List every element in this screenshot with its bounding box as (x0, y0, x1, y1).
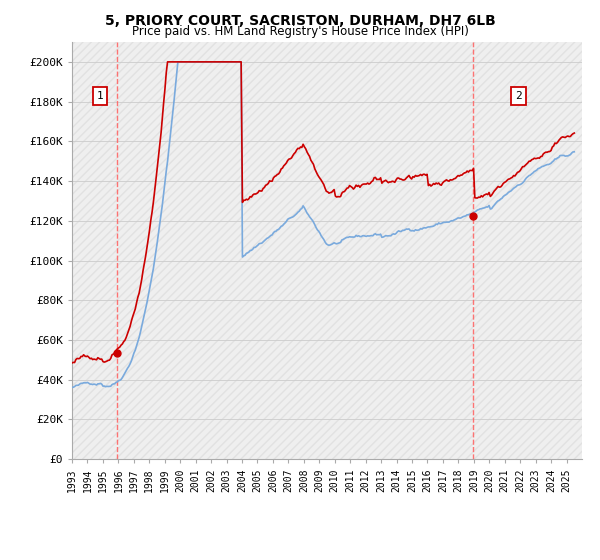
Text: 1: 1 (97, 91, 103, 101)
Text: 2: 2 (515, 91, 521, 101)
Text: Price paid vs. HM Land Registry's House Price Index (HPI): Price paid vs. HM Land Registry's House … (131, 25, 469, 38)
Text: 5, PRIORY COURT, SACRISTON, DURHAM, DH7 6LB: 5, PRIORY COURT, SACRISTON, DURHAM, DH7 … (104, 14, 496, 28)
